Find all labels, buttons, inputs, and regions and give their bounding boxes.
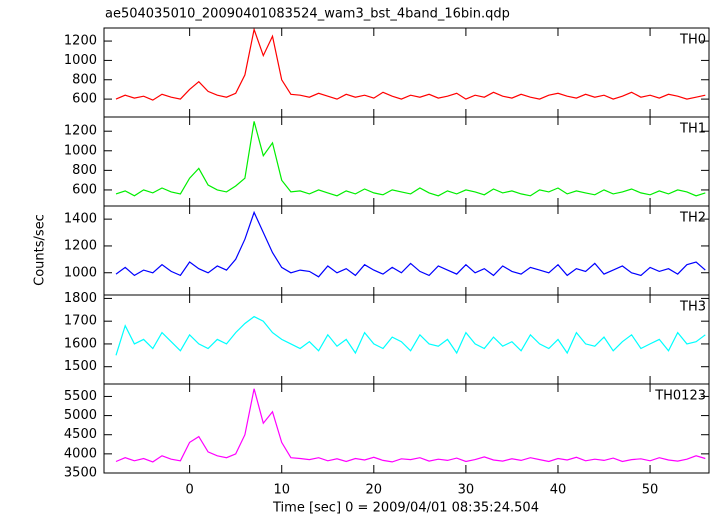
panel-label: TH3 [679,300,706,315]
y-tick-label: 3500 [64,466,97,481]
y-tick-label: 800 [72,72,97,87]
y-tick-label: 1200 [64,34,97,49]
y-tick-label: 1600 [64,336,97,351]
panel-frame [103,27,710,118]
x-tick-label: 40 [550,483,567,498]
y-tick-label: 600 [72,92,97,107]
panel-frame [103,383,710,474]
y-tick-label: 1500 [64,359,97,374]
x-tick-label: 30 [458,483,475,498]
x-tick-label: 0 [185,483,193,498]
y-tick-label: 1400 [64,212,97,227]
chart-title: ae504035010_20090401083524_wam3_bst_4ban… [105,7,510,22]
y-tick-label: 4500 [64,427,97,442]
y-tick-label: 1800 [64,291,97,306]
y-tick-label: 1000 [64,53,97,68]
panel-label: TH0 [679,33,706,48]
series-line [115,121,706,197]
panel-label: TH0123 [654,389,706,404]
panel-frame [103,205,710,296]
series-line [115,27,706,101]
x-tick-label: 50 [642,483,659,498]
y-tick-label: 600 [72,182,97,197]
y-tick-label: 1200 [64,124,97,139]
panel-label: TH1 [679,122,706,137]
x-tick-label: 20 [366,483,383,498]
y-axis-label: Counts/sec [33,214,48,286]
y-tick-label: 4000 [64,446,97,461]
series-line [115,315,706,356]
panel-label: TH2 [679,211,706,226]
y-tick-label: 1000 [64,265,97,280]
y-tick-label: 1200 [64,238,97,253]
y-tick-label: 5500 [64,389,97,404]
y-tick-label: 5000 [64,408,97,423]
series-line [115,210,706,278]
series-line [115,388,706,463]
y-tick-label: 1700 [64,314,97,329]
y-tick-label: 800 [72,163,97,178]
x-tick-label: 10 [273,483,290,498]
x-axis-label: Time [sec] 0 = 2009/04/01 08:35:24.504 [272,501,539,516]
y-tick-label: 1000 [64,143,97,158]
